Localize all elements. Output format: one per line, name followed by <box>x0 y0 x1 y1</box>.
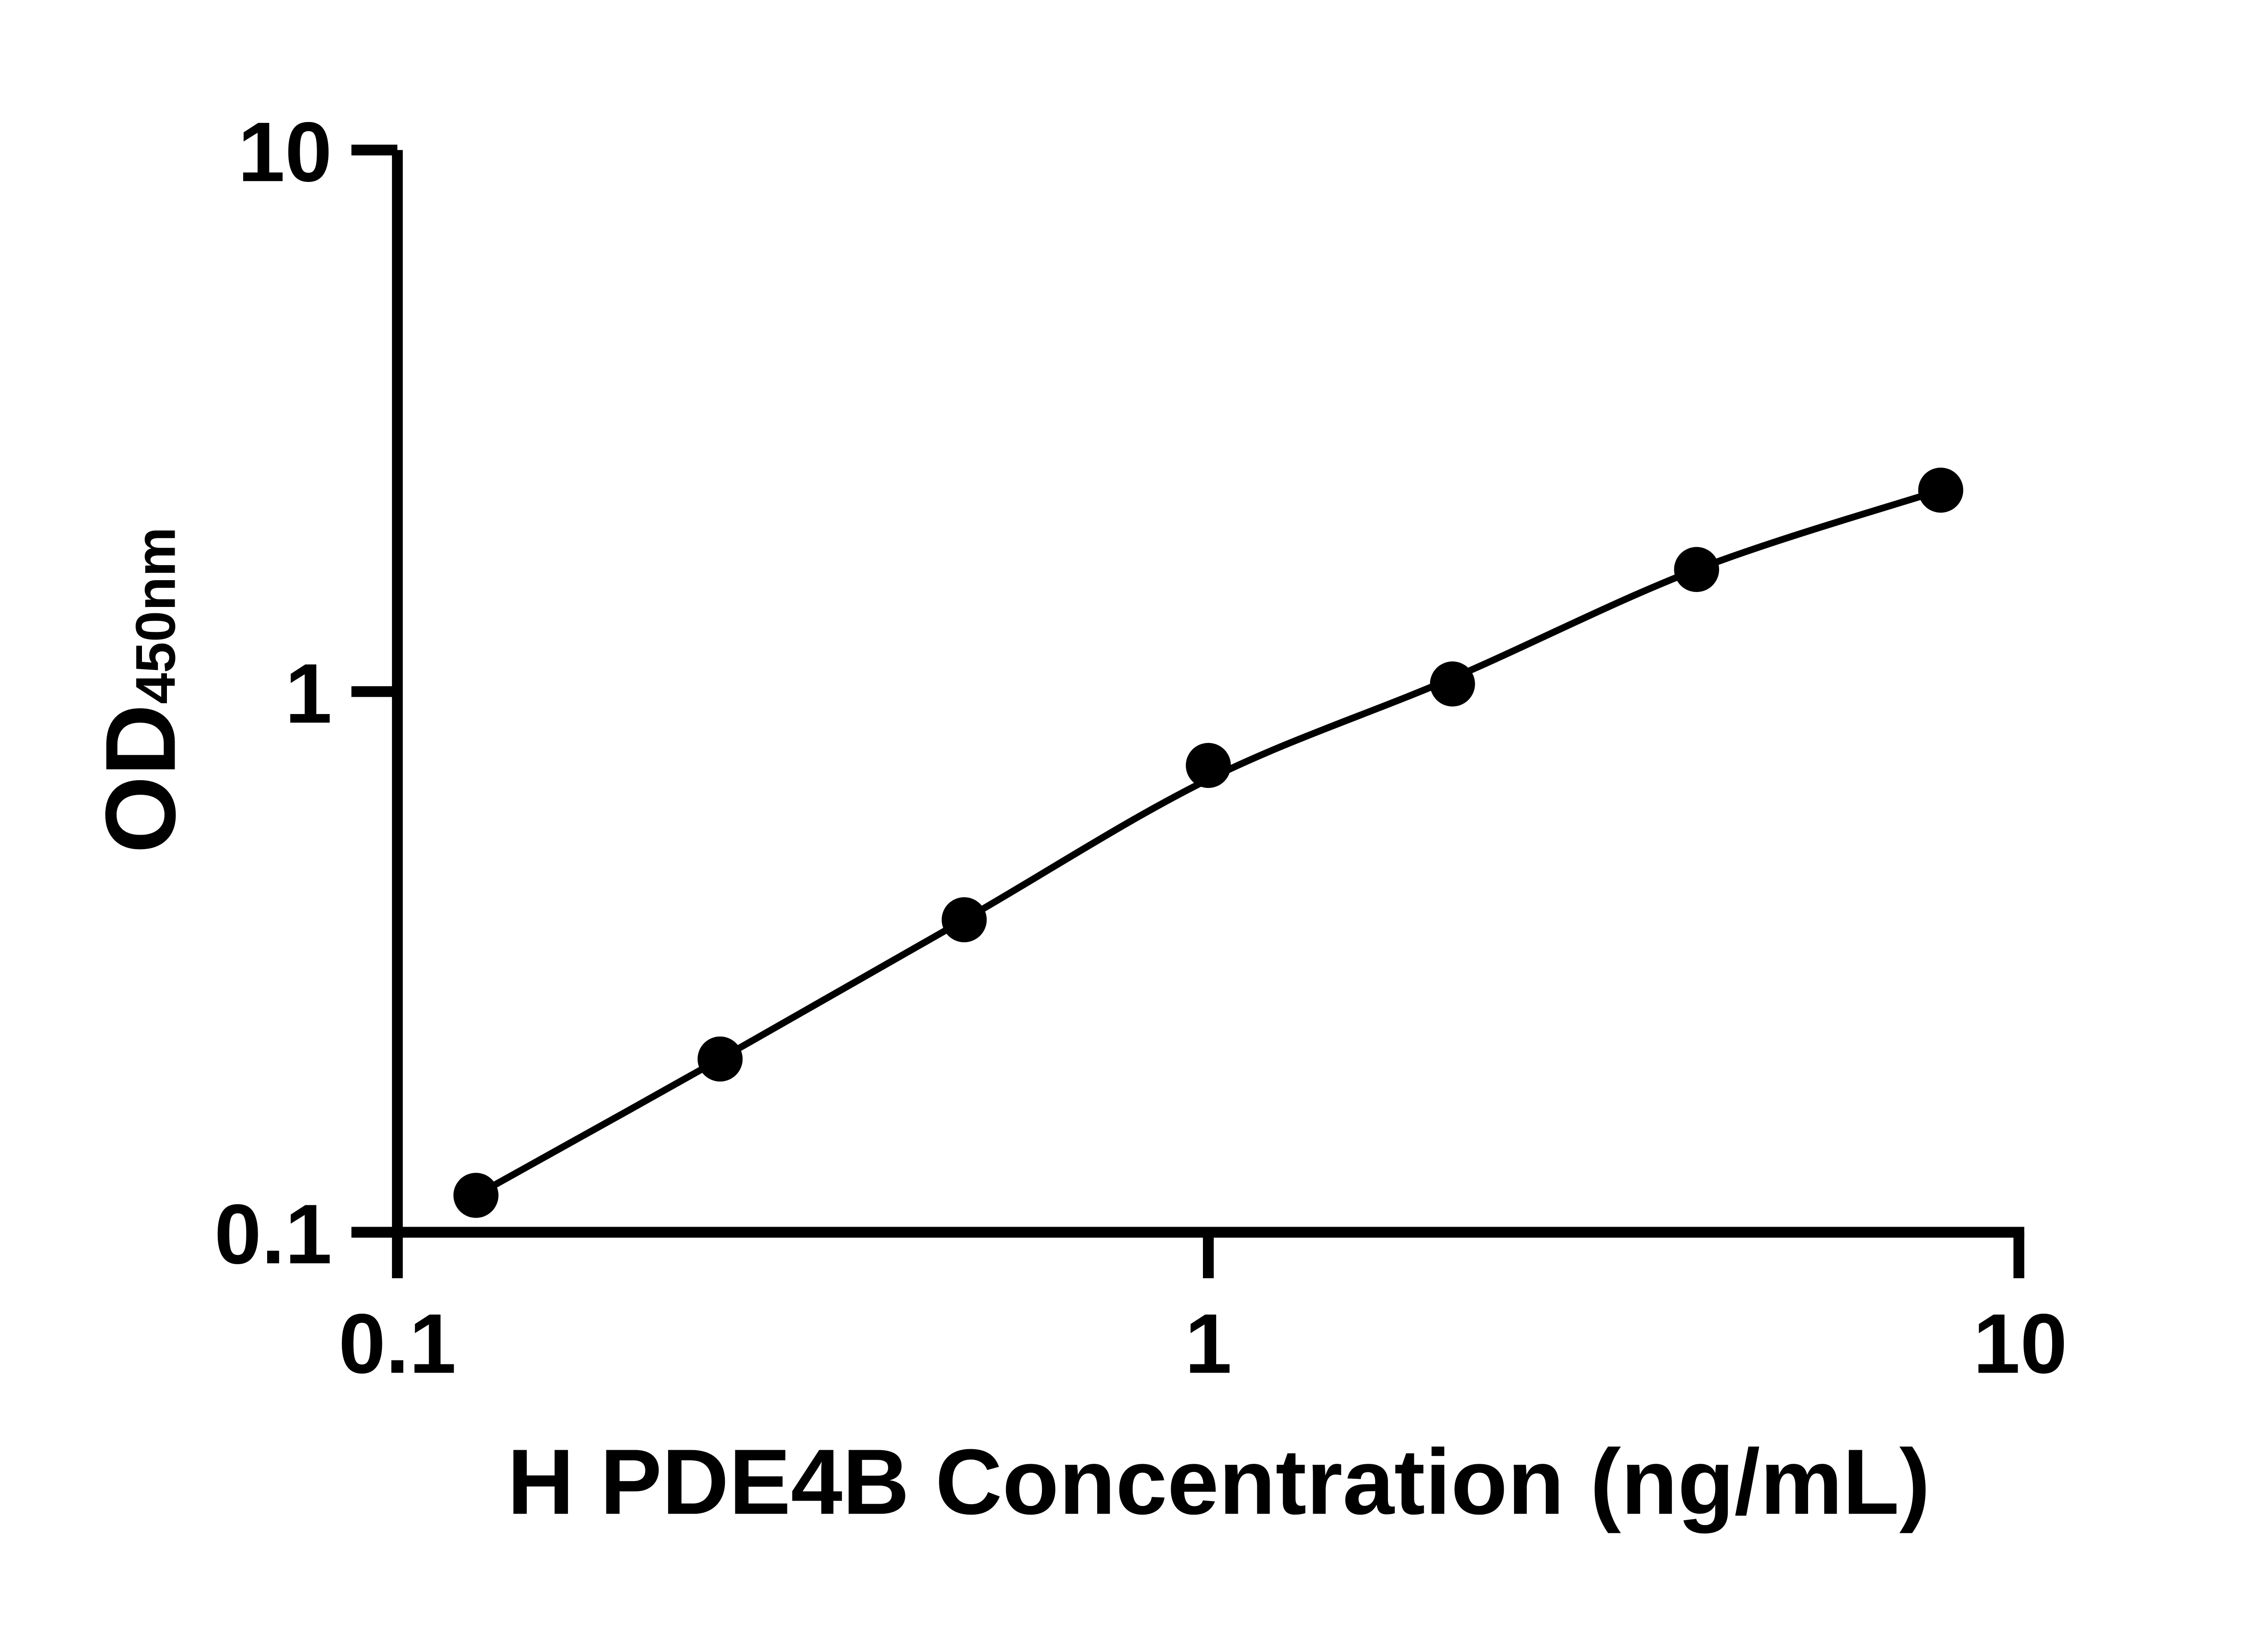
fit-curve-line <box>472 487 1944 1199</box>
y-axis-title-main: OD <box>84 704 196 853</box>
x-tick-labels: 0.1 1 10 <box>338 1296 2067 1391</box>
x-tick-label-0.1: 0.1 <box>338 1296 456 1391</box>
y-tick-label-0.1: 0.1 <box>214 1187 332 1281</box>
data-point-marker <box>1186 743 1231 788</box>
x-tick-label-10: 10 <box>1973 1296 2068 1391</box>
y-tick-labels: 10 1 0.1 <box>214 104 332 1281</box>
y-axis-title: OD450nm <box>84 527 196 853</box>
axes <box>351 144 2024 1278</box>
data-point-marker <box>941 897 987 943</box>
data-point-marker <box>1918 467 1964 513</box>
data-point-marker <box>697 1036 743 1082</box>
y-axis-title-subscript: 450nm <box>125 527 187 704</box>
y-tick-label-10: 10 <box>238 104 332 199</box>
x-axis-title: H PDE4B Concentration (ng/mL) <box>507 1430 1930 1534</box>
data-point-marker <box>1674 547 1719 592</box>
y-tick-label-1: 1 <box>285 646 332 741</box>
plot-marks <box>453 467 1964 1218</box>
data-point-marker <box>453 1173 499 1218</box>
x-tick-label-1: 1 <box>1185 1296 1232 1391</box>
data-point-marker <box>1430 661 1475 707</box>
